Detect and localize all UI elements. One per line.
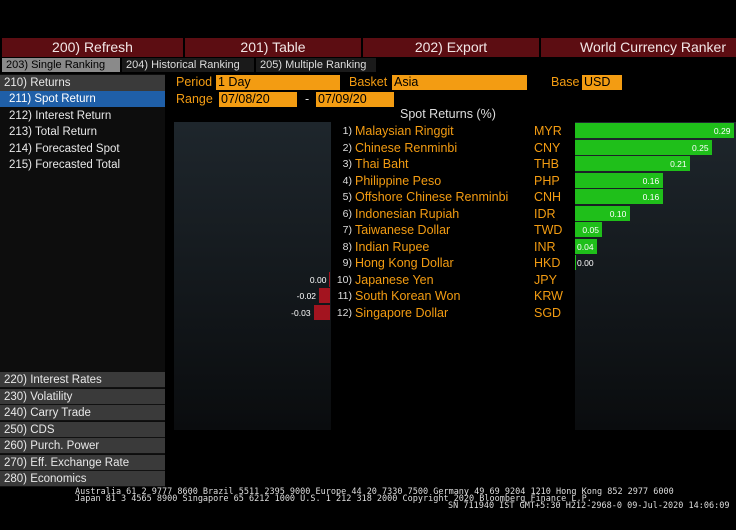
currency-code: KRW <box>534 289 563 303</box>
rank: 10) <box>336 273 352 286</box>
currency-name[interactable]: Indonesian Rupiah <box>355 206 460 221</box>
bar <box>575 189 663 204</box>
basket-field[interactable]: Asia <box>392 75 527 90</box>
footer-line: SN 711940 IST GMT+5:30 H212-2968-0 09-Ju… <box>448 501 730 511</box>
rank: 11) <box>337 290 352 302</box>
range-start[interactable]: 07/08/20 <box>219 92 297 107</box>
rank: 5) <box>342 191 352 203</box>
rank: 8) <box>342 240 352 253</box>
value-label: 0.29 <box>713 126 731 136</box>
currency-code: JPY <box>534 272 557 287</box>
currency-name[interactable]: Thai Baht <box>355 157 409 171</box>
bar <box>575 139 712 155</box>
period-label: Period <box>176 75 213 89</box>
table-button[interactable]: 201) Table <box>185 38 361 57</box>
rank: 9) <box>342 257 352 269</box>
value-label: -0.02 <box>296 291 317 301</box>
currency-name[interactable]: Malaysian Ringgit <box>355 124 454 138</box>
currency-name[interactable]: Philippine Peso <box>355 173 442 188</box>
bar <box>575 123 734 138</box>
bar <box>575 222 603 237</box>
ranking-title: Spot Returns (%) <box>400 107 496 121</box>
currency-code: CNH <box>534 190 562 204</box>
rank: 4) <box>342 174 352 187</box>
bar <box>575 255 576 270</box>
sidebar-section[interactable]: 220) Interest Rates <box>0 372 165 388</box>
period-field[interactable]: 1 Day <box>216 75 340 90</box>
tab[interactable]: 205) Multiple Ranking <box>256 58 376 72</box>
sidebar-item[interactable]: 215) Forecasted Total <box>9 159 121 171</box>
currency-code: PHP <box>534 173 560 188</box>
value-label: 0.16 <box>642 175 660 186</box>
currency-code: SGD <box>534 305 562 320</box>
range-sep: - <box>305 92 310 106</box>
value-label: 0.00 <box>577 258 594 268</box>
sidebar-section[interactable]: 270) Eff. Exchange Rate <box>0 454 165 471</box>
currency-name[interactable]: Japanese Yen <box>355 272 434 287</box>
sidebar-item[interactable]: 211) Spot Return <box>0 91 165 107</box>
currency-code: MYR <box>534 124 562 138</box>
base-label: Base <box>551 75 580 89</box>
value-label: 0.04 <box>577 241 594 252</box>
currency-name[interactable]: South Korean Won <box>355 289 461 303</box>
footer-line: Australia 61 2 9777 8600 Brazil 5511 239… <box>75 487 674 497</box>
base-field[interactable]: USD <box>582 75 622 90</box>
value-label: 0.00 <box>309 274 327 285</box>
value-label: -0.03 <box>291 307 311 318</box>
basket-label: Basket <box>349 75 388 89</box>
sidebar-section[interactable]: 230) Volatility <box>0 388 165 405</box>
rank: 6) <box>342 207 352 220</box>
bar <box>575 156 691 171</box>
rank: 1) <box>342 125 352 137</box>
rank: 12) <box>336 306 352 319</box>
sidebar-section[interactable]: 260) Purch. Power <box>0 438 165 454</box>
sidebar-section[interactable]: 250) CDS <box>0 421 165 438</box>
currency-name[interactable]: Indian Rupee <box>355 239 430 254</box>
sidebar-item[interactable]: 213) Total Return <box>9 126 98 138</box>
refresh-button[interactable]: 200) Refresh <box>2 38 183 57</box>
value-label: 0.25 <box>692 142 709 153</box>
bar <box>313 304 330 320</box>
bar <box>575 172 663 188</box>
currency-code: IDR <box>534 206 556 221</box>
value-label: 0.10 <box>609 208 627 219</box>
sidebar-item[interactable]: 212) Interest Return <box>9 109 112 122</box>
bar <box>575 205 630 221</box>
sidebar-section[interactable]: 240) Carry Trade <box>0 405 165 421</box>
tab[interactable]: 203) Single Ranking <box>2 58 120 72</box>
currency-code: THB <box>534 157 559 171</box>
value-label: 0.05 <box>582 225 599 235</box>
app-title: World Currency Ranker <box>541 38 736 57</box>
currency-code: HKD <box>534 256 561 270</box>
sidebar-item[interactable]: 214) Forecasted Spot <box>9 142 120 155</box>
range-label: Range <box>176 92 213 106</box>
currency-name[interactable]: Offshore Chinese Renminbi <box>355 190 509 204</box>
range-end[interactable]: 07/09/20 <box>316 92 394 107</box>
currency-name[interactable]: Singapore Dollar <box>355 305 449 320</box>
value-label: 0.21 <box>670 159 687 169</box>
rank: 2) <box>342 141 352 154</box>
bar <box>329 271 330 287</box>
currency-code: CNY <box>534 140 561 155</box>
tab[interactable]: 204) Historical Ranking <box>122 58 254 72</box>
sidebar-section[interactable]: 280) Economics <box>0 471 165 487</box>
currency-name[interactable]: Chinese Renminbi <box>355 140 458 155</box>
bar <box>319 288 330 303</box>
export-button[interactable]: 202) Export <box>363 38 539 57</box>
negative-panel <box>174 122 331 430</box>
rank: 7) <box>342 224 352 236</box>
sidebar-header[interactable]: 210) Returns <box>0 75 165 91</box>
value-label: 0.16 <box>642 192 660 202</box>
footer-line: Japan 81 3 4565 8900 Singapore 65 6212 1… <box>75 494 592 504</box>
rank: 3) <box>342 158 352 170</box>
currency-code: TWD <box>534 223 563 237</box>
currency-name[interactable]: Taiwanese Dollar <box>355 223 451 237</box>
bar <box>575 238 597 254</box>
currency-name[interactable]: Hong Kong Dollar <box>355 256 454 270</box>
currency-code: INR <box>534 239 556 254</box>
